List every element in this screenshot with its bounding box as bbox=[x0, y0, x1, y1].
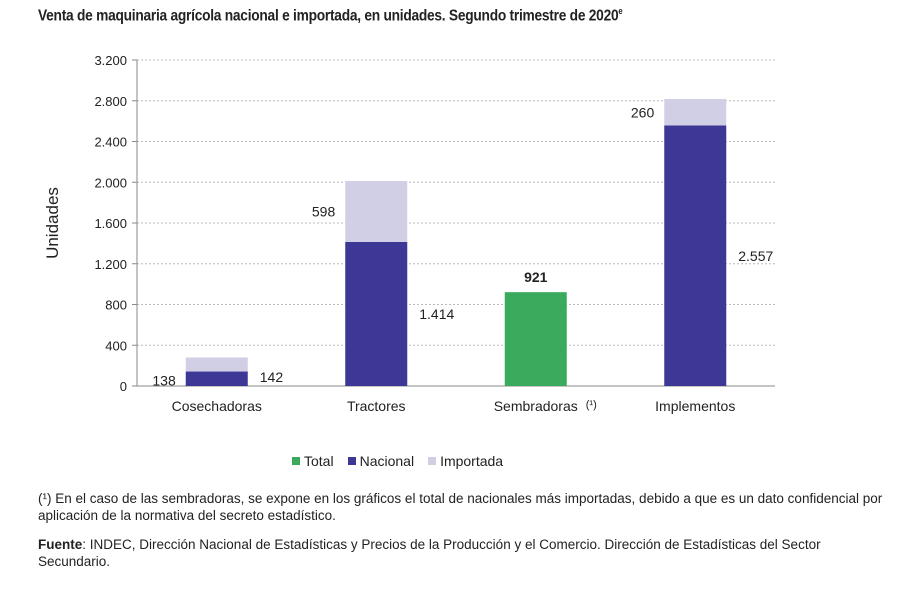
source-note: Fuente: INDEC, Dirección Nacional de Est… bbox=[38, 536, 888, 570]
legend-item-importada: Importada bbox=[428, 453, 503, 469]
bar-nacional bbox=[345, 241, 408, 386]
data-label-importada: 138 bbox=[152, 373, 176, 389]
data-label-nacional: 142 bbox=[260, 369, 284, 385]
legend-label: Nacional bbox=[359, 453, 415, 469]
category-footnote-mark: (¹) bbox=[586, 399, 597, 411]
bar-importada bbox=[664, 99, 727, 126]
y-axis-title: Unidades bbox=[43, 187, 62, 259]
bar-nacional bbox=[185, 371, 248, 386]
x-tick-label: Tractores bbox=[347, 398, 406, 414]
y-tick-label: 800 bbox=[105, 298, 127, 313]
y-tick-label: 2.400 bbox=[94, 135, 127, 150]
legend: Total Nacional Importada bbox=[292, 453, 503, 469]
legend-label: Total bbox=[304, 453, 334, 469]
bar-importada bbox=[185, 357, 248, 372]
legend-item-total: Total bbox=[292, 453, 334, 469]
legend-label: Importada bbox=[440, 453, 504, 469]
legend-swatch-nacional bbox=[347, 457, 356, 465]
y-tick-label: 1.600 bbox=[94, 216, 127, 231]
y-tick-label: 3.200 bbox=[94, 53, 127, 68]
x-tick-label: Implementos bbox=[655, 398, 735, 414]
y-tick-label: 2.800 bbox=[94, 94, 127, 109]
y-tick-label: 400 bbox=[105, 338, 127, 353]
y-tick-label: 0 bbox=[120, 379, 127, 394]
data-label-importada: 260 bbox=[631, 104, 655, 120]
bar-nacional bbox=[664, 125, 727, 387]
title-text: Venta de maquinaria agrícola nacional e … bbox=[38, 7, 619, 25]
legend-swatch-total bbox=[292, 457, 300, 465]
legend-item-nacional: Nacional bbox=[347, 453, 415, 469]
data-label-total: 921 bbox=[524, 269, 548, 285]
footnote: (¹) En el caso de las sembradoras, se ex… bbox=[38, 491, 883, 523]
x-tick-label: Cosechadoras bbox=[172, 398, 262, 414]
legend-swatch-importada bbox=[428, 457, 437, 465]
data-label-importada: 598 bbox=[312, 203, 336, 219]
bar-total bbox=[504, 292, 567, 386]
x-tick-label: Sembradoras bbox=[494, 398, 578, 414]
data-label-nacional: 2.557 bbox=[738, 248, 773, 264]
source-text: : INDEC, Dirección Nacional de Estadísti… bbox=[38, 537, 821, 569]
bar-importada bbox=[345, 181, 408, 242]
title-superscript: e bbox=[618, 6, 623, 16]
source-label: Fuente bbox=[38, 537, 83, 552]
y-tick-label: 1.200 bbox=[94, 257, 127, 272]
y-tick-label: 2.000 bbox=[94, 175, 127, 190]
data-label-nacional: 1.414 bbox=[419, 306, 454, 322]
chart-title: Venta de maquinaria agrícola nacional e … bbox=[38, 6, 623, 25]
